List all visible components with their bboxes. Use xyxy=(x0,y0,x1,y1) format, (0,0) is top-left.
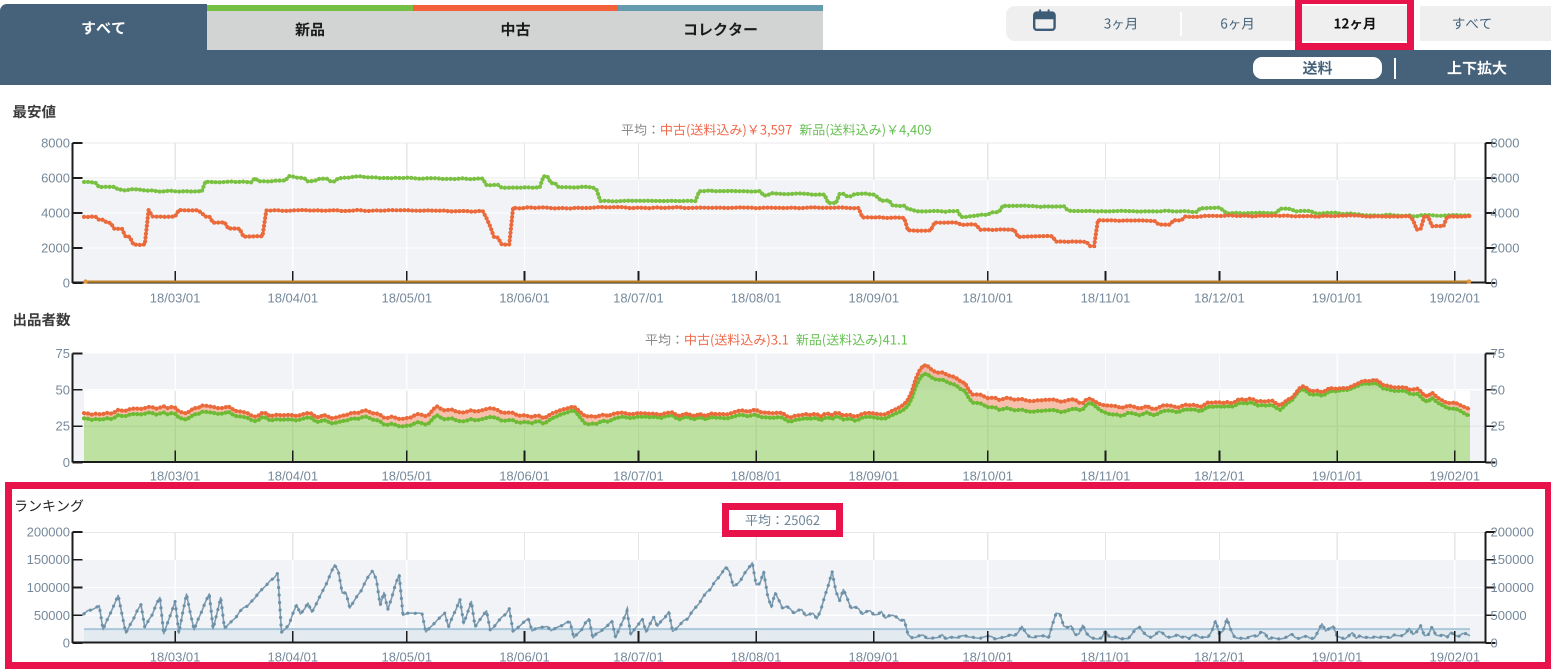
svg-text:18/09/01: 18/09/01 xyxy=(848,291,899,306)
svg-text:0: 0 xyxy=(1491,455,1498,470)
svg-text:18/08/01: 18/08/01 xyxy=(731,650,782,665)
svg-text:2000: 2000 xyxy=(1491,241,1520,256)
svg-text:18/05/01: 18/05/01 xyxy=(381,650,432,665)
svg-text:18/11/01: 18/11/01 xyxy=(1081,291,1131,306)
svg-text:0: 0 xyxy=(1491,636,1498,651)
svg-text:100000: 100000 xyxy=(27,580,70,595)
svg-text:200000: 200000 xyxy=(27,525,70,540)
svg-text:200000: 200000 xyxy=(1491,525,1534,540)
svg-text:18/10/01: 18/10/01 xyxy=(962,291,1013,306)
svg-text:18/10/01: 18/10/01 xyxy=(962,469,1013,484)
svg-text:50000: 50000 xyxy=(34,608,70,623)
svg-text:18/09/01: 18/09/01 xyxy=(848,469,899,484)
svg-text:18/03/01: 18/03/01 xyxy=(150,650,201,665)
svg-text:25: 25 xyxy=(1491,419,1505,434)
svg-text:75: 75 xyxy=(1491,346,1505,361)
svg-text:2000: 2000 xyxy=(41,241,70,256)
svg-text:18/03/01: 18/03/01 xyxy=(150,291,201,306)
svg-text:25: 25 xyxy=(56,419,70,434)
svg-text:18/04/01: 18/04/01 xyxy=(267,291,318,306)
svg-text:18/06/01: 18/06/01 xyxy=(499,469,550,484)
svg-text:18/05/01: 18/05/01 xyxy=(381,291,432,306)
svg-text:18/04/01: 18/04/01 xyxy=(267,650,318,665)
svg-text:19/01/01: 19/01/01 xyxy=(1312,469,1363,484)
svg-text:19/02/01: 19/02/01 xyxy=(1429,291,1480,306)
svg-text:18/07/01: 18/07/01 xyxy=(613,469,664,484)
svg-text:150000: 150000 xyxy=(27,552,70,567)
svg-text:18/12/01: 18/12/01 xyxy=(1194,291,1245,306)
svg-text:150000: 150000 xyxy=(1491,552,1534,567)
svg-text:18/08/01: 18/08/01 xyxy=(731,291,782,306)
svg-text:19/01/01: 19/01/01 xyxy=(1312,291,1363,306)
svg-text:50: 50 xyxy=(1491,382,1505,397)
svg-text:6000: 6000 xyxy=(1491,171,1520,186)
svg-text:4000: 4000 xyxy=(41,206,70,221)
svg-text:19/01/01: 19/01/01 xyxy=(1312,650,1363,665)
svg-text:18/06/01: 18/06/01 xyxy=(499,291,550,306)
svg-text:18/10/01: 18/10/01 xyxy=(962,650,1013,665)
svg-text:18/07/01: 18/07/01 xyxy=(613,650,664,665)
svg-text:18/12/01: 18/12/01 xyxy=(1194,650,1245,665)
svg-text:18/11/01: 18/11/01 xyxy=(1081,650,1131,665)
svg-text:18/06/01: 18/06/01 xyxy=(499,650,550,665)
svg-text:18/05/01: 18/05/01 xyxy=(381,469,432,484)
svg-text:18/08/01: 18/08/01 xyxy=(731,469,782,484)
svg-text:50: 50 xyxy=(56,382,70,397)
svg-text:0: 0 xyxy=(63,636,70,651)
svg-text:6000: 6000 xyxy=(41,171,70,186)
svg-text:19/02/01: 19/02/01 xyxy=(1429,650,1480,665)
svg-text:4000: 4000 xyxy=(1491,206,1520,221)
svg-text:0: 0 xyxy=(63,455,70,470)
svg-text:50000: 50000 xyxy=(1491,608,1527,623)
svg-text:18/09/01: 18/09/01 xyxy=(848,650,899,665)
svg-text:18/07/01: 18/07/01 xyxy=(613,291,664,306)
svg-text:18/03/01: 18/03/01 xyxy=(150,469,201,484)
svg-text:8000: 8000 xyxy=(41,136,70,151)
svg-text:0: 0 xyxy=(1491,276,1498,291)
svg-text:0: 0 xyxy=(63,276,70,291)
svg-text:75: 75 xyxy=(56,346,70,361)
svg-text:18/11/01: 18/11/01 xyxy=(1081,469,1131,484)
svg-text:18/04/01: 18/04/01 xyxy=(267,469,318,484)
svg-text:100000: 100000 xyxy=(1491,580,1534,595)
svg-text:18/12/01: 18/12/01 xyxy=(1194,469,1245,484)
svg-text:19/02/01: 19/02/01 xyxy=(1429,469,1480,484)
svg-text:8000: 8000 xyxy=(1491,136,1520,151)
